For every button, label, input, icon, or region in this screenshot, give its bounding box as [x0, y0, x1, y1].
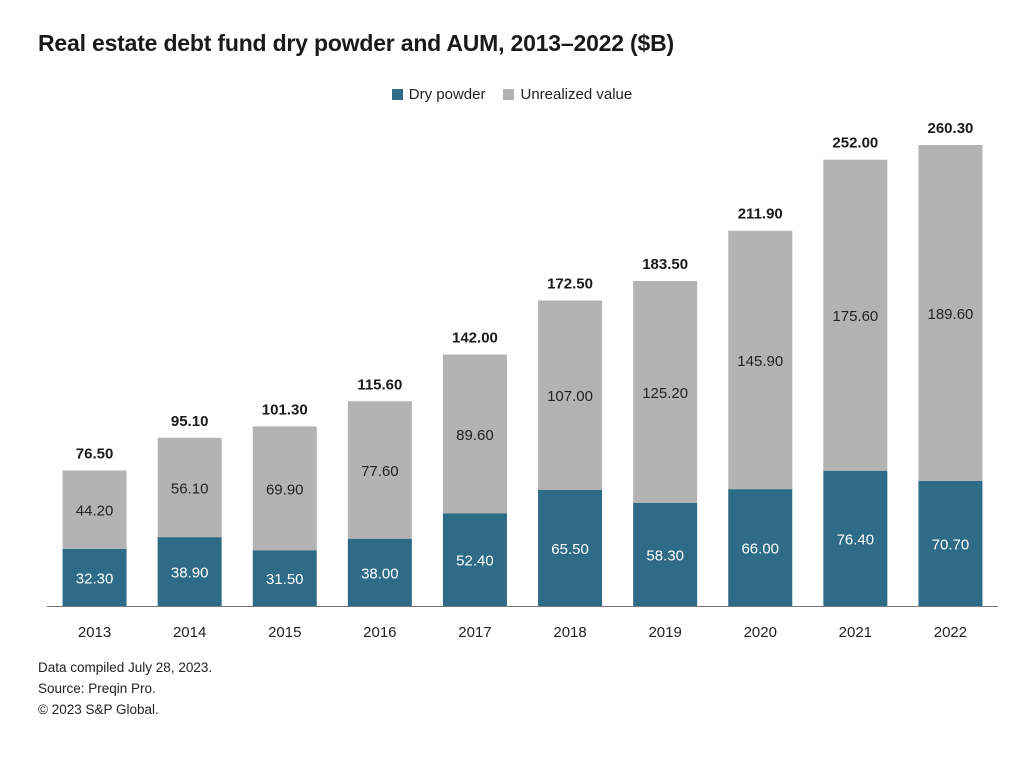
- data-label-dry-powder-2013: 32.30: [76, 570, 114, 587]
- bar-unrealized-value-2019: [633, 281, 698, 503]
- footnote-compiled: Data compiled July 28, 2023.: [38, 660, 213, 675]
- bar-unrealized-value-2016: [347, 401, 412, 539]
- total-label-2017: 142.00: [452, 330, 498, 347]
- bar-dry-powder-2021: [823, 470, 888, 606]
- data-label-dry-powder-2022: 70.70: [932, 536, 970, 553]
- total-label-2015: 101.30: [262, 401, 308, 418]
- total-label-2018: 172.50: [547, 275, 593, 292]
- legend-swatch-dry-powder: [391, 89, 403, 100]
- data-label-unrealized-value-2021: 175.60: [832, 308, 878, 325]
- data-label-dry-powder-2018: 65.50: [551, 541, 589, 558]
- bar-dry-powder-2017: [442, 513, 507, 606]
- bar-dry-powder-2015: [252, 550, 317, 606]
- total-label-2016: 115.60: [357, 376, 402, 393]
- data-label-dry-powder-2016: 38.00: [361, 565, 399, 582]
- data-label-dry-powder-2021: 76.40: [837, 531, 875, 548]
- x-tick-label-2021: 2021: [839, 624, 872, 641]
- footnotes: Data compiled July 28, 2023. Source: Pre…: [38, 657, 212, 720]
- x-tick-label-2013: 2013: [78, 624, 111, 641]
- bar-unrealized-value-2022: [918, 145, 983, 481]
- x-tick-label-2017: 2017: [458, 624, 491, 641]
- data-label-dry-powder-2017: 52.40: [456, 553, 494, 570]
- legend-item-unrealized-value: Unrealized value: [503, 86, 632, 103]
- legend-swatch-unrealized-value: [503, 89, 515, 100]
- bar-unrealized-value-2017: [442, 354, 507, 514]
- x-tick-label-2020: 2020: [744, 624, 777, 641]
- footnote-copyright: © 2023 S&P Global.: [38, 702, 159, 717]
- data-label-dry-powder-2014: 38.90: [171, 565, 209, 582]
- x-tick-label-2018: 2018: [553, 624, 586, 641]
- data-label-dry-powder-2020: 66.00: [741, 541, 779, 558]
- x-tick-label-2014: 2014: [173, 624, 206, 641]
- bar-unrealized-value-2013: [62, 470, 127, 549]
- x-tick-label-2015: 2015: [268, 624, 301, 641]
- data-label-unrealized-value-2017: 89.60: [456, 427, 494, 444]
- legend-label-dry-powder: Dry powder: [408, 86, 486, 103]
- bar-unrealized-value-2014: [157, 437, 222, 538]
- data-label-unrealized-value-2019: 125.20: [642, 385, 688, 402]
- bar-dry-powder-2022: [918, 480, 983, 606]
- x-tick-label-2016: 2016: [363, 624, 396, 641]
- legend-item-dry-powder: Dry powder: [391, 86, 486, 103]
- total-label-2022: 260.30: [928, 120, 974, 137]
- x-tick-label-2022: 2022: [934, 624, 967, 641]
- data-label-dry-powder-2015: 31.50: [266, 571, 304, 588]
- data-label-unrealized-value-2018: 107.00: [547, 388, 593, 405]
- data-label-unrealized-value-2014: 56.10: [171, 480, 209, 497]
- bar-unrealized-value-2021: [823, 159, 888, 471]
- bar-dry-powder-2020: [728, 489, 793, 606]
- footnote-source: Source: Preqin Pro.: [38, 681, 156, 696]
- data-label-unrealized-value-2016: 77.60: [361, 463, 399, 480]
- bar-unrealized-value-2018: [538, 300, 603, 490]
- bar-dry-powder-2014: [157, 537, 222, 606]
- bar-dry-powder-2019: [633, 502, 698, 606]
- bar-dry-powder-2016: [347, 538, 412, 606]
- data-label-unrealized-value-2022: 189.60: [928, 306, 974, 323]
- data-label-dry-powder-2019: 58.30: [646, 547, 684, 564]
- bar-dry-powder-2013: [62, 548, 127, 606]
- total-label-2019: 183.50: [642, 256, 688, 273]
- bar-dry-powder-2018: [538, 489, 603, 606]
- bar-unrealized-value-2015: [252, 426, 317, 551]
- chart-legend: Dry powder Unrealized value: [0, 86, 1024, 103]
- chart-title: Real estate debt fund dry powder and AUM…: [38, 30, 674, 56]
- data-label-unrealized-value-2020: 145.90: [737, 353, 783, 370]
- data-label-unrealized-value-2013: 44.20: [76, 503, 114, 520]
- total-label-2013: 76.50: [76, 446, 114, 463]
- total-label-2014: 95.10: [171, 413, 209, 430]
- total-label-2021: 252.00: [832, 135, 878, 152]
- total-label-2020: 211.90: [738, 206, 783, 223]
- legend-label-unrealized-value: Unrealized value: [520, 86, 633, 103]
- bar-unrealized-value-2020: [728, 230, 793, 490]
- x-tick-label-2019: 2019: [648, 624, 681, 641]
- data-label-unrealized-value-2015: 69.90: [266, 481, 304, 498]
